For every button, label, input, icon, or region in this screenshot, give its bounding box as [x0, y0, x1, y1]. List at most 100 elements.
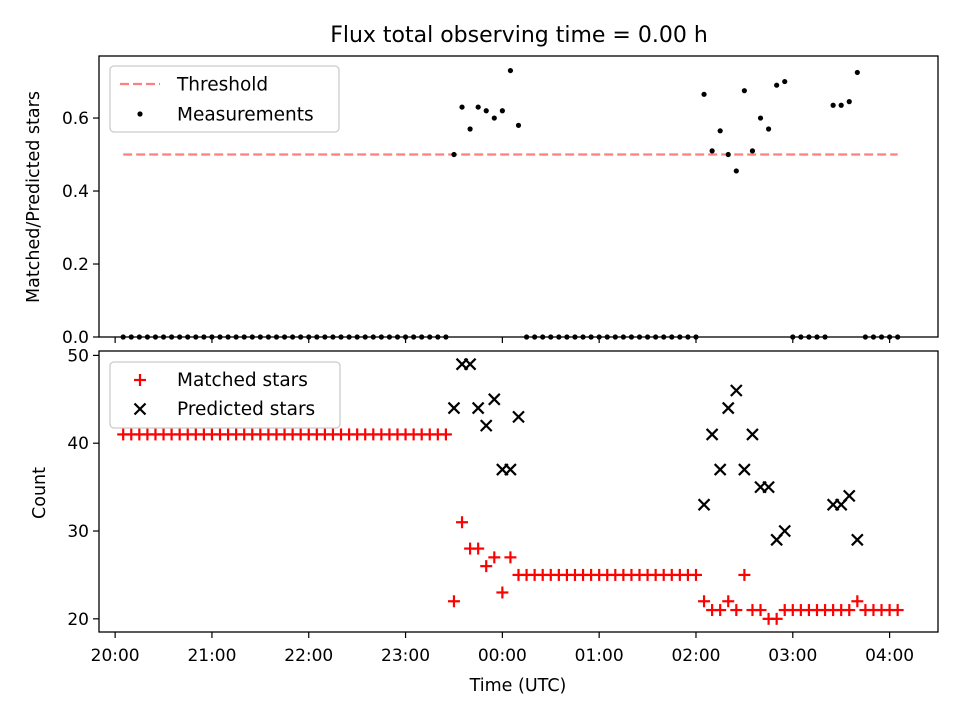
matched-star-point [843, 604, 856, 617]
predicted-star-point [746, 428, 759, 441]
matched-star-point [439, 428, 452, 441]
measurement-point [701, 91, 707, 97]
top-y-axis-label: Matched/Predicted stars [24, 91, 44, 303]
measurement-point [846, 99, 852, 105]
predicted-star-point [778, 524, 791, 538]
measurement-point [854, 69, 860, 76]
matched-star-point [472, 542, 485, 555]
top-y-tick-label: 0.2 [62, 255, 89, 275]
predicted-star-point [851, 533, 864, 547]
measurement-point [830, 102, 836, 108]
predicted-star-point [705, 428, 719, 441]
measurement-point [757, 115, 764, 121]
measurement-point [467, 126, 473, 132]
matched-star-point [456, 516, 469, 529]
top-axes-frame [98, 55, 939, 338]
predicted-star-point [697, 498, 711, 511]
predicted-star-point [488, 393, 501, 406]
predicted-star-point [447, 401, 461, 415]
matched-star-point [770, 612, 783, 625]
measurement-point [451, 151, 457, 158]
matched-star-point [698, 595, 711, 608]
bottom-x-tick-label: 02:00 [671, 646, 720, 666]
bottom-y-tick-label: 20 [67, 610, 89, 630]
predicted-star-point [471, 401, 485, 415]
top-y-axis-ticks: 0.0 0.2 0.4 0.6 [62, 109, 99, 348]
bottom-x-tick-label: 20:00 [91, 646, 140, 666]
measurement-point [515, 122, 522, 128]
measurement-point [838, 102, 844, 108]
top-y-tick-label: 0.4 [62, 182, 89, 202]
measurement-point [725, 151, 731, 158]
matched-star-point [730, 604, 743, 617]
chart-title: Flux total observing time = 0.00 h [330, 23, 708, 48]
top-y-tick-label: 0.0 [62, 328, 89, 348]
legend-measurements-swatch [137, 111, 143, 117]
bottom-x-tick-label: 22:00 [284, 646, 333, 666]
bottom-plot-series [117, 357, 904, 625]
predicted-star-point [479, 419, 493, 432]
measurement-point [483, 108, 489, 114]
bottom-x-tick-label: 03:00 [768, 646, 817, 666]
bottom-y-tick-label: 50 [67, 346, 89, 366]
matched-star-point [480, 560, 493, 573]
bottom-x-axis-ticks: 20:00 21:00 22:00 23:00 00:00 01:00 02:00 03:00… [91, 632, 914, 666]
measurement-point [765, 126, 772, 132]
bottom-axes-frame [98, 350, 939, 633]
top-legend: Threshold Measurements [109, 65, 340, 133]
bottom-y-axis-ticks: 20 30 40 50 [67, 346, 99, 630]
legend-predicted-swatch [133, 402, 147, 416]
measurement-point [499, 108, 505, 114]
matched-star-point [488, 551, 501, 564]
predicted-star-point [713, 463, 727, 476]
legend-threshold-label: Threshold [176, 75, 268, 96]
bottom-x-tick-label: 01:00 [575, 646, 624, 666]
measurement-point [717, 128, 723, 134]
top-y-tick-label: 0.6 [62, 109, 89, 129]
legend-measurements-label: Measurements [177, 105, 314, 126]
predicted-star-point [721, 401, 735, 415]
measurement-point [507, 67, 514, 74]
predicted-star-point [842, 489, 856, 503]
matched-star-point [504, 551, 517, 564]
matched-star-point [851, 595, 864, 608]
legend-predicted-label: Predicted stars [177, 399, 315, 420]
bottom-x-tick-label: 04:00 [865, 646, 914, 666]
matched-star-point [738, 568, 751, 581]
bottom-y-tick-label: 40 [67, 434, 89, 454]
measurement-point [459, 104, 465, 110]
matched-star-point [891, 604, 904, 617]
bottom-x-tick-label: 23:00 [381, 646, 430, 666]
matched-star-point [689, 568, 702, 581]
matched-star-point [722, 595, 735, 608]
measurement-point [475, 104, 481, 110]
predicted-star-point [730, 384, 743, 397]
measurement-point [491, 115, 497, 121]
bottom-x-tick-label: 21:00 [187, 646, 236, 666]
bottom-y-axis-label: Count [30, 467, 50, 519]
measurement-point [733, 168, 739, 174]
top-plot-series [120, 67, 901, 340]
top-x-axis-ticks [114, 337, 891, 343]
measurement-point [709, 148, 715, 154]
matched-star-point [447, 595, 460, 608]
predicted-star-point [463, 357, 477, 371]
bottom-x-tick-label: 00:00 [478, 646, 527, 666]
measurement-point [774, 82, 780, 88]
predicted-star-point [512, 410, 525, 424]
matched-star-point [714, 604, 727, 617]
matched-star-point [496, 586, 509, 599]
predicted-star-point [738, 463, 751, 476]
measurement-point [749, 148, 756, 154]
predicted-star-point [504, 463, 517, 476]
bottom-y-tick-label: 30 [67, 522, 89, 542]
matched-star-point [754, 604, 767, 617]
legend-matched-label: Matched stars [177, 370, 308, 391]
predicted-star-point [762, 480, 775, 494]
measurement-point [782, 78, 788, 85]
measurement-point [741, 88, 747, 94]
x-axis-label: Time (UTC) [469, 676, 567, 696]
bottom-legend: Matched stars Predicted stars [109, 361, 341, 429]
legend-matched-swatch [134, 374, 146, 386]
